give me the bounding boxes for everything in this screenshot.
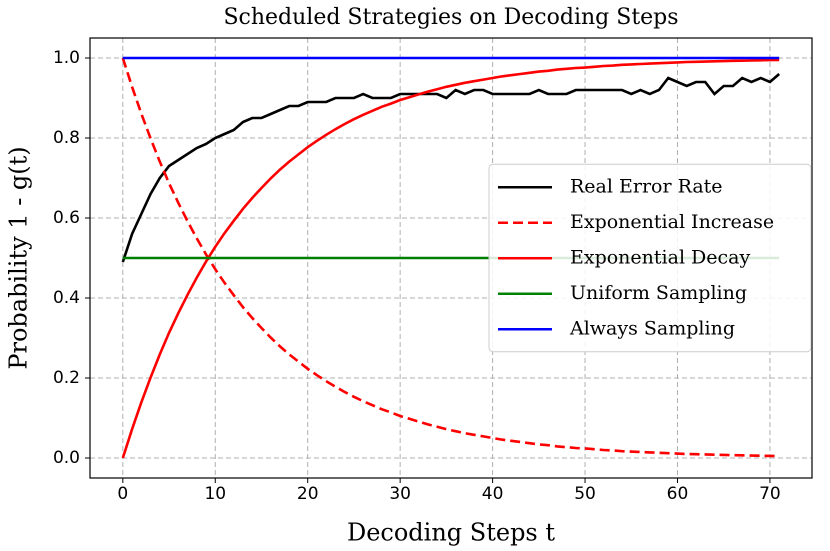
y-tick-label: 0.2 <box>53 368 80 388</box>
x-tick-label: 10 <box>204 484 226 504</box>
plot-frame <box>89 37 813 479</box>
x-tick-label: 30 <box>389 484 411 504</box>
y-tick-label: 0.6 <box>53 208 80 228</box>
x-tick-label: 60 <box>667 484 689 504</box>
legend-label: Always Sampling <box>569 317 735 339</box>
legend-box <box>488 163 812 353</box>
x-tick-label: 50 <box>574 484 596 504</box>
y-tick-label: 0.0 <box>53 448 80 468</box>
legend-label: Exponential Decay <box>570 246 751 268</box>
series-line <box>121 58 780 459</box>
y-tick-label: 0.4 <box>53 288 80 308</box>
legend-label: Real Error Rate <box>570 175 723 197</box>
x-tick-label: 0 <box>117 484 128 504</box>
x-axis-label: Decoding Steps t <box>347 519 555 547</box>
x-tick-label: 70 <box>759 484 781 504</box>
y-tick-label: 1.0 <box>53 48 80 68</box>
y-axis-label: Probability 1 - g(t) <box>5 146 33 369</box>
series-line <box>121 57 780 458</box>
x-tick-label: 40 <box>482 484 504 504</box>
chart-title: Scheduled Strategies on Decoding Steps <box>223 5 678 30</box>
y-tick-label: 0.8 <box>53 128 80 148</box>
series-line <box>121 73 781 263</box>
x-tick-label: 20 <box>297 484 319 504</box>
legend: Real Error Rate Exponential Increase Expon… <box>488 163 812 353</box>
legend-label: Exponential Increase <box>570 211 774 233</box>
legend-label: Uniform Sampling <box>570 282 747 304</box>
